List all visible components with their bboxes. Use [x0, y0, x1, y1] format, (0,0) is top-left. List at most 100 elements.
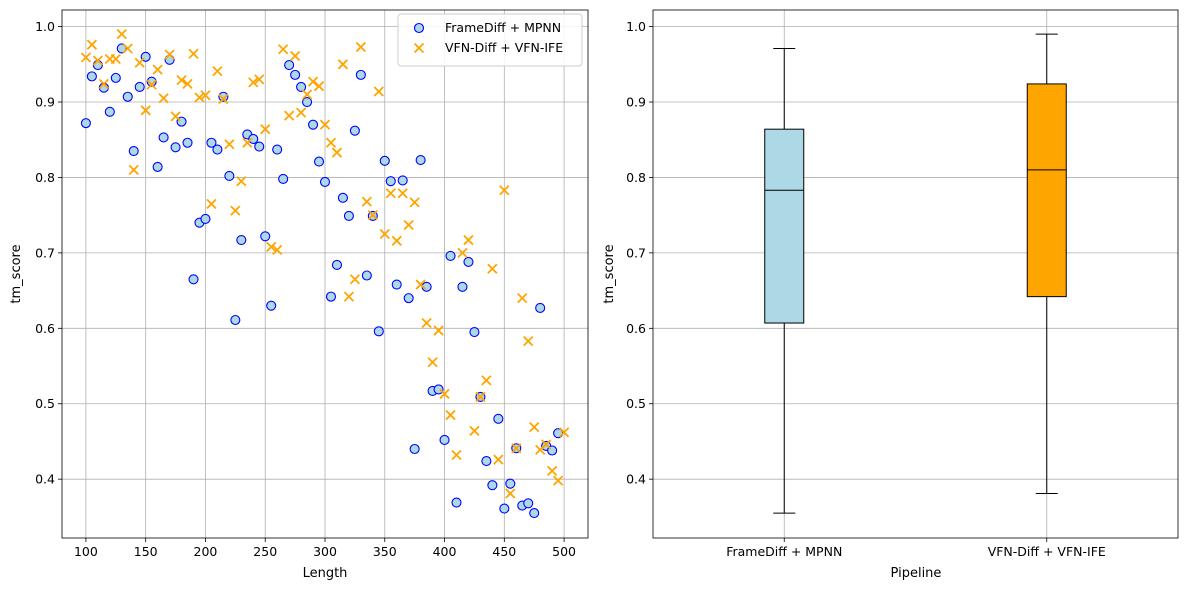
vfn-point [248, 77, 259, 88]
vfn-point-stroke [439, 388, 450, 400]
framediff-point [218, 91, 229, 102]
vfn-point [80, 52, 92, 63]
vfn-point-stroke [278, 44, 289, 55]
legend-marker-framediff [413, 22, 425, 34]
vfn-point-stroke [463, 234, 474, 246]
framediff-point [212, 144, 223, 155]
vfn-point-stroke [194, 92, 205, 103]
framediff-point [182, 137, 193, 148]
vfn-point-stroke [409, 197, 420, 208]
vfn-point-stroke [379, 228, 390, 240]
vfn-point [212, 65, 223, 77]
legend-box [397, 13, 583, 67]
vfn-point [200, 90, 211, 101]
boxplot-y-tick-label: 0.8 [626, 170, 646, 185]
scatter-x-ticks: 100 150 200 250 300 350 400 450 500 [74, 538, 576, 559]
vfn-point [475, 391, 486, 403]
framediff-point [188, 274, 199, 285]
framediff-point [397, 175, 408, 186]
vfn-point [295, 107, 307, 118]
framediff-point [302, 96, 313, 108]
vfn-point-stroke [523, 335, 534, 347]
framediff-point [523, 498, 534, 509]
vfn-point [236, 176, 247, 187]
scatter-x-tick-label: 150 [134, 544, 158, 559]
scatter-y-tick-label: 0.5 [35, 396, 55, 411]
vfn-point-stroke [260, 124, 271, 135]
framediff-point [146, 76, 157, 87]
vfn-point [546, 465, 558, 477]
scatter-x-tick-label: 250 [253, 544, 277, 559]
box-framediff [764, 47, 805, 514]
vfn-point [463, 234, 474, 246]
vfn-point-stroke [517, 293, 528, 304]
vfn-point [194, 92, 205, 103]
framediff-point [529, 508, 540, 519]
framediff-point [343, 210, 354, 221]
vfn-point [260, 124, 271, 135]
vfn-point [511, 443, 522, 454]
framediff-point [337, 192, 348, 203]
framediff-point [86, 71, 97, 82]
vfn-point-stroke [361, 196, 372, 207]
boxplot-y-ticks: 0.4 0.5 0.6 0.7 0.8 0.9 1.0 [626, 19, 653, 487]
framediff-point [373, 326, 384, 337]
vfn-point [331, 147, 343, 158]
boxplot-x-axis-label: Pipeline [891, 566, 942, 581]
vfn-point [457, 247, 468, 259]
framediff-point [236, 235, 247, 246]
vfn-point [481, 375, 492, 386]
scatter-x-tick-label: 450 [492, 544, 516, 559]
legend-label-vfn: VFN-Diff + VFN-IFE [445, 40, 563, 55]
vfn-point [325, 137, 337, 148]
vfn-point [272, 244, 283, 255]
scatter-plot-panel: 100 150 200 250 300 350 400 450 500 0.4 0.5 0.6 0.7… [9, 9, 589, 581]
vfn-point-stroke [152, 64, 163, 75]
vfn-point [451, 449, 462, 461]
scatter-marks [80, 29, 570, 519]
scatter-y-tick-label: 1.0 [35, 19, 55, 34]
boxplot-marks [764, 33, 1067, 514]
framediff-point [481, 456, 492, 467]
framediff-point [385, 176, 396, 187]
vfn-point [206, 198, 217, 209]
framediff-point [284, 60, 295, 71]
vfn-point-stroke [331, 147, 343, 158]
vfn-point [415, 279, 426, 290]
framediff-point [487, 480, 498, 491]
vfn-point [92, 55, 104, 66]
boxplot-y-tick-label: 0.6 [626, 321, 646, 336]
vfn-point [558, 427, 570, 438]
vfn-point-stroke [487, 263, 498, 274]
vfn-point-stroke [415, 279, 426, 290]
framediff-point [391, 279, 402, 290]
vfn-point-stroke [427, 357, 438, 368]
vfn-point-stroke [373, 86, 384, 97]
vfn-point [278, 44, 289, 55]
framediff-point [230, 314, 241, 326]
vfn-point [499, 185, 510, 196]
vfn-point-stroke [505, 488, 516, 499]
box-iqr [764, 128, 805, 324]
vfn-point-stroke [397, 188, 408, 199]
framediff-point [290, 69, 301, 80]
vfn-point-stroke [445, 409, 456, 421]
vfn-point [373, 86, 384, 97]
framediff-point [355, 69, 366, 80]
vfn-point-stroke [170, 111, 181, 122]
framediff-point [325, 291, 337, 302]
vfn-point [439, 388, 450, 400]
boxplot-category-label: FrameDiff + MPNN [726, 544, 842, 559]
vfn-point [188, 48, 199, 59]
vfn-point-stroke [98, 78, 109, 90]
vfn-point [134, 57, 145, 68]
vfn-point-stroke [403, 219, 414, 231]
vfn-point-stroke [337, 59, 349, 70]
framediff-point [433, 384, 444, 395]
vfn-point [170, 111, 181, 122]
vfn-point-stroke [200, 90, 211, 101]
vfn-point [313, 81, 325, 92]
boxplot-y-tick-label: 0.5 [626, 396, 646, 411]
vfn-point-stroke [481, 375, 492, 386]
framediff-point [469, 327, 480, 338]
